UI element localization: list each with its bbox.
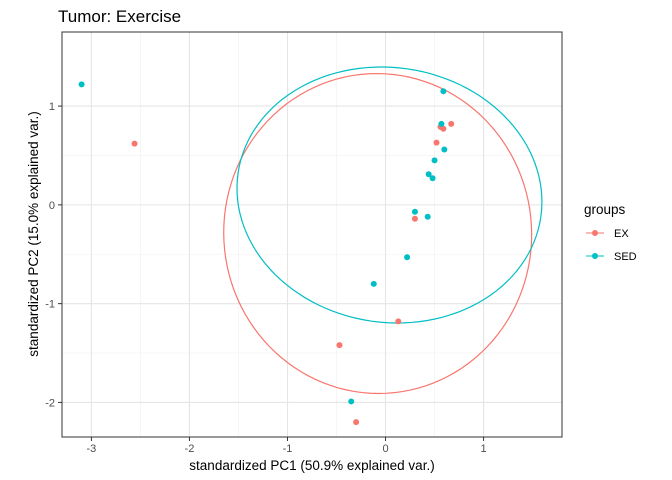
legend-item-ex: EX [586, 228, 629, 240]
point-sed [404, 254, 411, 261]
point-ex [433, 139, 440, 146]
point-sed [370, 280, 377, 287]
x-tick-label: 0 [382, 443, 388, 455]
point-ex [353, 419, 360, 426]
y-axis-ticks: -2 -1 0 1 [45, 101, 62, 409]
legend: groups EX SED [584, 202, 637, 263]
y-tick-label: -2 [45, 397, 55, 409]
x-axis-label: standardized PC1 (50.9% explained var.) [189, 458, 434, 473]
legend-label-ex: EX [614, 228, 629, 240]
point-sed [78, 81, 85, 88]
minor-grid [62, 32, 562, 437]
point-ex [131, 140, 138, 147]
point-ex [448, 120, 455, 127]
point-sed [424, 213, 431, 220]
x-tick-label: -3 [87, 443, 97, 455]
legend-key-ex-dot [592, 230, 598, 236]
ellipse-ex [223, 72, 533, 395]
point-sed [438, 120, 445, 127]
major-grid [62, 32, 562, 437]
confidence-ellipses [223, 66, 543, 395]
point-ex [395, 318, 402, 325]
point-sed [425, 171, 432, 178]
point-sed [441, 146, 448, 153]
legend-item-sed: SED [586, 251, 637, 263]
point-ex [411, 215, 418, 222]
data-points [78, 81, 455, 426]
point-ex [336, 342, 343, 349]
ellipse-sed [236, 66, 543, 324]
point-sed [411, 208, 418, 215]
y-axis-label: standardized PC2 (15.0% explained var.) [26, 111, 41, 356]
chart-title: Tumor: Exercise [58, 7, 181, 26]
y-tick-label: 0 [49, 200, 55, 212]
x-tick-label: -1 [283, 443, 293, 455]
y-tick-label: -1 [45, 299, 55, 311]
point-sed [440, 88, 447, 95]
point-sed [348, 398, 355, 405]
y-tick-label: 1 [49, 101, 55, 113]
x-axis-ticks: -3 -2 -1 0 1 [87, 437, 487, 455]
legend-title: groups [584, 202, 626, 217]
legend-label-sed: SED [614, 251, 637, 263]
x-tick-label: -2 [185, 443, 195, 455]
point-sed [429, 175, 436, 182]
legend-key-sed-dot [592, 253, 598, 259]
point-ex [440, 125, 447, 132]
x-tick-label: 1 [481, 443, 487, 455]
plot-panel-border [61, 31, 563, 438]
point-sed [431, 157, 438, 164]
